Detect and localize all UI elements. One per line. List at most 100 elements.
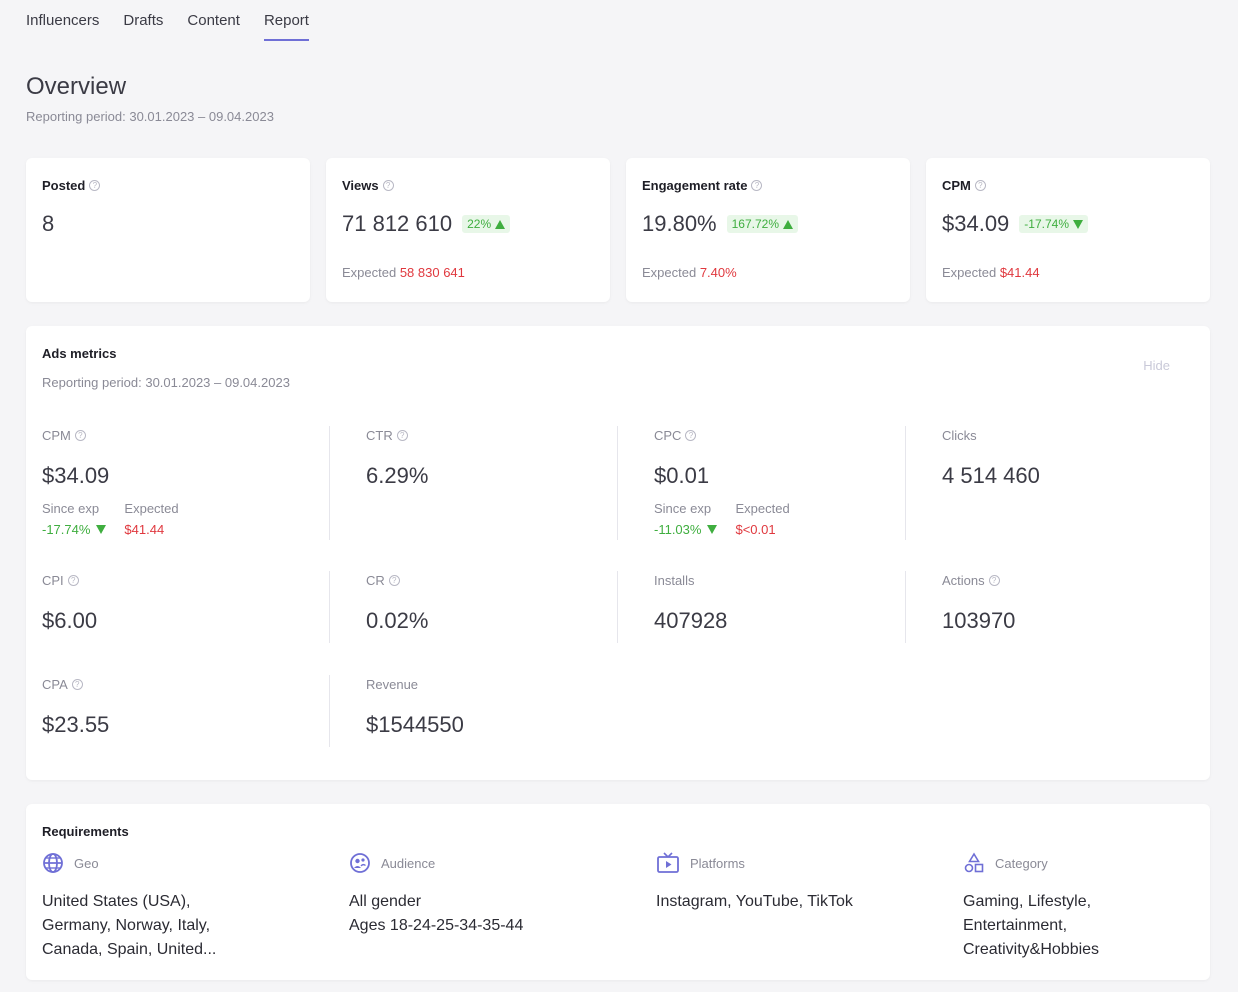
expected-label: Expected bbox=[735, 501, 790, 516]
requirement-line: Canada, Spain, United... bbox=[42, 941, 217, 958]
expected-value: $41.44 bbox=[124, 522, 165, 537]
help-icon[interactable]: ? bbox=[89, 180, 101, 191]
requirement-line: Germany, Norway, Italy, bbox=[42, 917, 211, 934]
metric-value: $0.01 bbox=[654, 463, 710, 488]
expected-label: Expected bbox=[342, 265, 397, 280]
requirement-category: Category Gaming, Lifestyle, Entertainmen… bbox=[963, 852, 1223, 962]
arrow-up-icon bbox=[495, 219, 506, 229]
expected-label: Expected bbox=[642, 265, 697, 280]
arrow-up-icon bbox=[783, 219, 793, 229]
divider bbox=[329, 571, 330, 643]
arrow-down-icon bbox=[1073, 219, 1083, 229]
since-value: -11.03% bbox=[654, 522, 702, 537]
metric-label: CTR bbox=[366, 428, 393, 443]
help-icon[interactable]: ? bbox=[67, 575, 79, 586]
metric-cpm: CPM? $34.09 Since exp -17.74% Expected $… bbox=[42, 428, 179, 537]
requirement-label: Audience bbox=[381, 855, 436, 871]
expected-row: Expected $41.44 bbox=[942, 265, 1194, 280]
kpi-label: CPM bbox=[942, 178, 971, 193]
metric-label: CR bbox=[366, 573, 385, 588]
metric-label: Installs bbox=[654, 573, 695, 588]
page-title: Overview bbox=[26, 73, 127, 100]
kpi-value: $34.09 bbox=[942, 211, 1010, 236]
help-icon[interactable]: ? bbox=[74, 430, 86, 441]
delta-badge: 167.72% bbox=[726, 215, 798, 233]
tab-report[interactable]: Report bbox=[263, 12, 309, 41]
divider bbox=[329, 426, 330, 540]
requirement-platforms: Platforms Instagram, YouTube, TikTok bbox=[656, 852, 916, 914]
help-icon[interactable]: ? bbox=[71, 679, 83, 690]
kpi-value: 19.80% bbox=[642, 211, 717, 236]
delta-badge: 22% bbox=[462, 215, 511, 233]
ads-metrics-card: Ads metrics Reporting period: 30.01.2023… bbox=[26, 326, 1210, 780]
metric-label: CPI bbox=[42, 573, 64, 588]
metric-cpa: CPA? $23.55 bbox=[42, 677, 109, 738]
delta-value: 167.72% bbox=[731, 217, 779, 231]
arrow-down-icon bbox=[707, 525, 718, 534]
section-period: Reporting period: 30.01.2023 – 09.04.202… bbox=[42, 375, 290, 390]
expected-value: $<0.01 bbox=[735, 522, 776, 537]
help-icon[interactable]: ? bbox=[382, 180, 394, 191]
divider bbox=[617, 571, 618, 643]
help-icon[interactable]: ? bbox=[388, 575, 400, 586]
tv-play-icon bbox=[657, 852, 679, 873]
help-icon[interactable]: ? bbox=[396, 430, 408, 441]
requirement-line: Instagram, YouTube, TikTok bbox=[656, 893, 853, 910]
metric-value: 103970 bbox=[942, 608, 1016, 633]
metric-cpi: CPI? $6.00 bbox=[42, 573, 97, 634]
metric-cr: CR? 0.02% bbox=[366, 573, 428, 634]
metric-clicks: Clicks 4 514 460 bbox=[942, 428, 1040, 489]
help-icon[interactable]: ? bbox=[988, 575, 1000, 586]
metric-label: Revenue bbox=[366, 677, 419, 692]
globe-icon bbox=[43, 853, 63, 873]
delta-badge: -17.74% bbox=[1019, 215, 1088, 233]
kpi-card-cpm: CPM ? $34.09 -17.74% Expected $41.44 bbox=[926, 158, 1210, 302]
divider bbox=[617, 426, 618, 540]
help-icon[interactable]: ? bbox=[685, 430, 697, 441]
hide-button[interactable]: Hide bbox=[1143, 358, 1170, 373]
metric-ctr: CTR? 6.29% bbox=[366, 428, 428, 489]
requirement-label: Geo bbox=[74, 855, 99, 871]
metric-installs: Installs 407928 bbox=[654, 573, 727, 634]
kpi-card-views: Views ? 71 812 610 22% Expected 58 830 6… bbox=[326, 158, 610, 302]
shapes-icon bbox=[964, 852, 984, 873]
tab-influencers[interactable]: Influencers bbox=[26, 12, 100, 29]
kpi-value: 8 bbox=[42, 211, 55, 236]
expected-label: Expected bbox=[942, 265, 997, 280]
kpi-label: Views bbox=[342, 178, 379, 193]
help-icon[interactable]: ? bbox=[751, 180, 763, 191]
requirement-label: Platforms bbox=[690, 855, 745, 871]
expected-row: Expected 7.40% bbox=[642, 265, 894, 280]
kpi-label: Posted bbox=[42, 178, 86, 193]
divider bbox=[329, 675, 330, 747]
audience-icon bbox=[350, 853, 370, 873]
metric-actions: Actions? 103970 bbox=[942, 573, 1015, 634]
expected-value: 58 830 641 bbox=[399, 265, 465, 280]
divider bbox=[905, 571, 906, 643]
requirements-card: Requirements Geo United States (USA), Ge… bbox=[26, 804, 1210, 980]
tab-drafts[interactable]: Drafts bbox=[123, 12, 164, 29]
expected-row: Expected 58 830 641 bbox=[342, 265, 594, 280]
since-label: Since exp bbox=[42, 501, 100, 516]
tab-content[interactable]: Content bbox=[187, 12, 240, 29]
divider bbox=[905, 426, 906, 540]
metric-label: Actions bbox=[942, 573, 985, 588]
section-title: Requirements bbox=[42, 824, 129, 839]
requirement-line: Creativity&Hobbies bbox=[963, 941, 1100, 958]
expected-label: Expected bbox=[124, 501, 179, 516]
delta-value: -17.74% bbox=[1024, 217, 1069, 231]
metric-value: 6.29% bbox=[366, 463, 429, 488]
since-label: Since exp bbox=[654, 501, 712, 516]
requirement-line: Entertainment, bbox=[963, 917, 1068, 934]
help-icon[interactable]: ? bbox=[974, 180, 986, 191]
metric-value: $34.09 bbox=[42, 463, 110, 488]
requirement-label: Category bbox=[995, 855, 1048, 871]
kpi-label: Engagement rate bbox=[642, 178, 748, 193]
metric-value: $23.55 bbox=[42, 712, 110, 737]
kpi-value: 71 812 610 bbox=[342, 211, 453, 236]
metric-value: 4 514 460 bbox=[942, 463, 1040, 488]
metric-value: 0.02% bbox=[366, 608, 429, 633]
requirement-geo: Geo United States (USA), Germany, Norway… bbox=[42, 852, 302, 962]
requirement-line: Gaming, Lifestyle, bbox=[963, 893, 1092, 910]
expected-value: $41.44 bbox=[999, 265, 1040, 280]
